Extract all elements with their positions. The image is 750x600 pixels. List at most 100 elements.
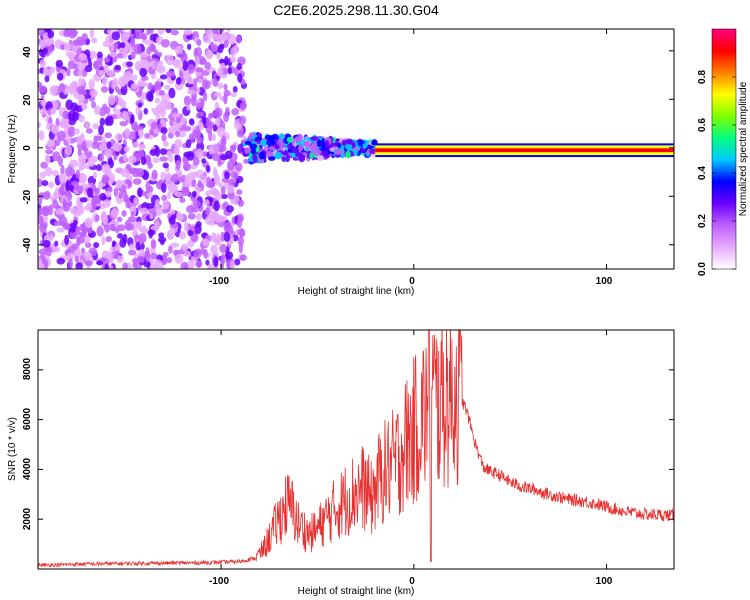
snr-ytick-label: 8000 xyxy=(22,357,33,380)
heatmap-cell xyxy=(132,178,142,185)
heatmap-cell xyxy=(192,157,200,166)
heatmap-cell xyxy=(208,130,213,142)
heatmap-cell xyxy=(43,67,49,77)
heatmap-cell xyxy=(66,68,71,77)
heatmap-cell xyxy=(93,105,101,115)
heatmap-cell xyxy=(41,180,49,187)
heatmap-cell xyxy=(216,51,221,60)
heatmap-band-core xyxy=(375,148,674,153)
heatmap-cell xyxy=(67,126,76,137)
heatmap-cell xyxy=(78,114,85,123)
heatmap-cell xyxy=(197,179,203,188)
heatmap-cell xyxy=(230,260,236,269)
heatmap-cell xyxy=(250,147,257,155)
heatmap-cell xyxy=(168,244,173,254)
colorbar-frame xyxy=(711,28,737,270)
spectrogram-xlabel: Height of straight line (km) xyxy=(298,286,415,297)
heatmap-cell xyxy=(199,121,204,131)
heatmap-cell xyxy=(213,169,218,178)
heatmap-cell xyxy=(202,199,210,206)
heatmap-cell xyxy=(224,150,233,159)
heatmap-cell xyxy=(45,246,52,257)
heatmap-cell xyxy=(77,62,86,71)
heatmap-cell xyxy=(38,29,44,36)
heatmap-cell xyxy=(181,243,189,252)
heatmap-cell xyxy=(98,69,105,76)
heatmap-cell xyxy=(202,91,208,102)
heatmap-cell xyxy=(345,150,351,159)
heatmap-cell xyxy=(116,224,126,232)
heatmap-cell xyxy=(79,197,88,203)
heatmap-cell xyxy=(89,29,95,38)
heatmap-cell xyxy=(137,187,143,198)
heatmap-cell xyxy=(132,141,140,148)
heatmap-cell xyxy=(223,38,229,48)
heatmap-cell xyxy=(236,63,242,71)
heatmap-cell xyxy=(195,102,202,110)
heatmap-cell xyxy=(236,217,243,229)
heatmap-cell xyxy=(175,77,182,85)
heatmap-cell xyxy=(145,247,150,259)
colorbar-tick-label: 0.2 xyxy=(697,214,708,228)
snr-xtick-label: 0 xyxy=(409,576,415,587)
heatmap-cell xyxy=(156,51,163,58)
heatmap-cell xyxy=(130,113,135,124)
heatmap-cell xyxy=(226,29,231,32)
heatmap-cell xyxy=(362,143,367,149)
heatmap-cell xyxy=(220,193,228,200)
heatmap-cell xyxy=(211,250,219,257)
heatmap-cell xyxy=(130,51,136,60)
heatmap-cell xyxy=(179,197,186,203)
heatmap-cell xyxy=(165,54,175,66)
heatmap-cell xyxy=(212,124,218,132)
heatmap-cell xyxy=(188,118,195,125)
heatmap-cell xyxy=(218,144,227,152)
heatmap-cell xyxy=(119,100,127,109)
heatmap-cell xyxy=(220,253,226,265)
spectrogram-xtick-label: 0 xyxy=(409,276,415,287)
heatmap-cell xyxy=(159,156,168,162)
heatmap-cell xyxy=(101,136,106,147)
heatmap-cell xyxy=(181,181,191,188)
heatmap-cell xyxy=(96,225,104,237)
heatmap-cell xyxy=(51,246,61,253)
heatmap-cell xyxy=(92,172,97,180)
snr-ytick-label: 4000 xyxy=(22,457,33,480)
heatmap-cell xyxy=(155,206,163,217)
heatmap-cell xyxy=(104,132,113,139)
colorbar: 0.0 0.2 0.4 0.6 0.8 Normalized spectral … xyxy=(697,28,749,276)
heatmap-cell xyxy=(193,78,198,87)
heatmap-cell xyxy=(168,216,176,225)
heatmap-cell xyxy=(200,98,205,109)
heatmap-cell xyxy=(104,191,112,198)
heatmap-cell xyxy=(38,178,43,188)
heatmap-cell xyxy=(114,133,124,141)
heatmap-cell xyxy=(104,56,110,63)
heatmap-cell xyxy=(278,141,284,149)
heatmap-cell xyxy=(39,171,46,179)
heatmap-cell xyxy=(143,108,149,115)
heatmap-cell xyxy=(223,112,230,123)
heatmap-cell xyxy=(171,112,181,118)
heatmap-cell xyxy=(42,239,51,248)
heatmap-cell xyxy=(264,134,273,141)
heatmap-cell xyxy=(145,90,153,102)
heatmap-cell xyxy=(195,125,201,137)
heatmap-cell xyxy=(128,131,137,141)
heatmap-cell xyxy=(80,247,86,255)
heatmap-cell xyxy=(158,90,166,96)
heatmap-cell xyxy=(108,94,116,106)
heatmap-cell xyxy=(237,73,243,83)
heatmap-cell xyxy=(57,130,66,142)
heatmap-cell xyxy=(105,69,115,77)
heatmap-cell xyxy=(113,141,123,152)
heatmap-cell xyxy=(85,122,90,129)
heatmap-cell xyxy=(295,150,300,158)
heatmap-cell xyxy=(113,187,119,197)
heatmap-cell xyxy=(183,221,189,232)
heatmap-cell xyxy=(165,70,175,78)
heatmap-cell xyxy=(45,149,54,155)
heatmap-cell xyxy=(81,103,88,111)
heatmap-cell xyxy=(181,189,190,197)
heatmap-cell xyxy=(259,158,265,164)
